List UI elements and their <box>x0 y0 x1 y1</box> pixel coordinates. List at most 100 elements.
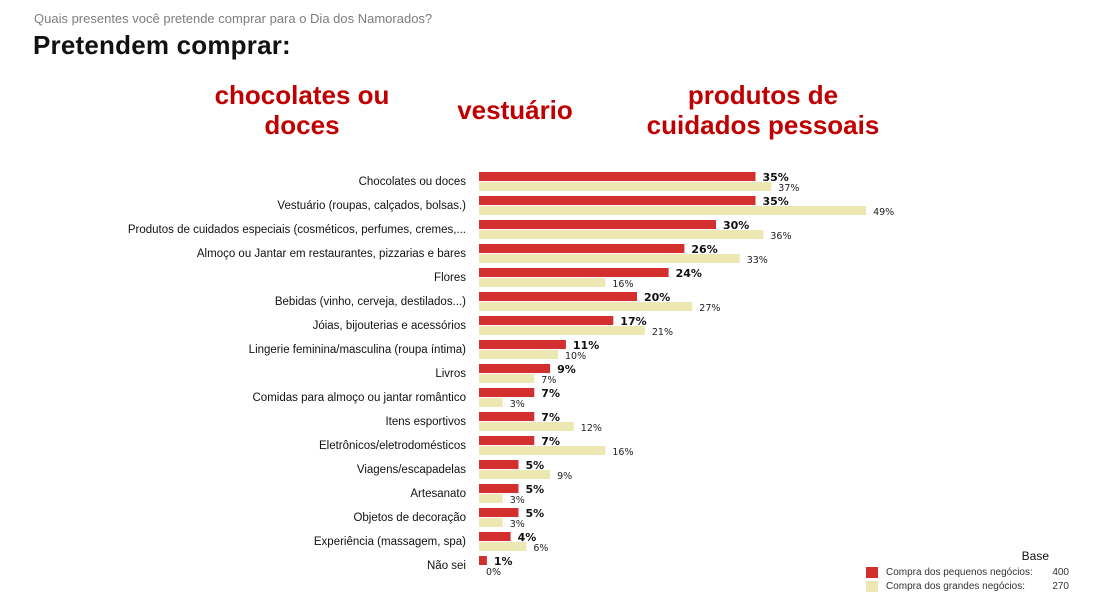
category-label: Almoço ou Jantar em restaurantes, pizzar… <box>197 248 466 260</box>
category-label: Eletrônicos/eletrodomésticos <box>319 440 466 452</box>
highlight-chocolates: chocolates ou doces <box>214 80 390 140</box>
bar-large <box>479 542 527 551</box>
bar-small <box>479 220 716 229</box>
legend-base-large: 270 <box>1052 580 1069 592</box>
highlight-vestuario: vestuário <box>457 95 573 125</box>
data-label-large: 0% <box>486 567 501 578</box>
category-label: Itens esportivos <box>385 416 466 428</box>
data-label-small: 35% <box>763 171 789 184</box>
data-label-small: 26% <box>691 243 717 256</box>
legend-item-small: Compra dos pequenos negócios: 400 <box>866 565 1069 579</box>
data-label-large: 33% <box>747 255 768 266</box>
bar-small <box>479 196 756 205</box>
bar-large <box>479 326 645 335</box>
data-label-small: 30% <box>723 219 749 232</box>
legend-title: Base <box>1021 549 1049 563</box>
data-label-large: 21% <box>652 327 673 338</box>
data-label-large: 49% <box>873 207 894 218</box>
legend-swatch-large <box>866 580 878 592</box>
data-label-small: 35% <box>763 195 789 208</box>
bar-small <box>479 388 535 397</box>
category-label: Comidas para almoço ou jantar romântico <box>253 392 467 404</box>
legend-label-large: Compra dos grandes negócios: <box>886 580 1025 592</box>
bar-large <box>479 446 606 455</box>
bar-small <box>479 412 535 421</box>
data-label-large: 27% <box>699 303 720 314</box>
data-label-small: 20% <box>644 291 670 304</box>
category-label: Chocolates ou doces <box>359 176 467 188</box>
bar-large <box>479 422 574 431</box>
bar-small <box>479 340 566 349</box>
bar-small <box>479 244 685 253</box>
bar-large <box>479 230 764 239</box>
data-label-small: 7% <box>541 435 560 448</box>
bar-large <box>479 182 772 191</box>
category-label: Experiência (massagem, spa) <box>314 536 466 548</box>
bar-small <box>479 292 637 301</box>
bar-large <box>479 470 551 479</box>
data-label-large: 36% <box>770 231 791 242</box>
category-label: Lingerie feminina/masculina (roupa íntim… <box>249 344 466 356</box>
data-label-small: 4% <box>518 531 537 544</box>
data-label-large: 12% <box>581 423 602 434</box>
data-label-small: 11% <box>573 339 599 352</box>
legend-label-small: Compra dos pequenos negócios: <box>886 566 1033 578</box>
bar-small <box>479 364 551 373</box>
category-label: Livros <box>435 368 466 380</box>
category-label: Flores <box>434 272 466 284</box>
bar-large <box>479 374 535 383</box>
data-label-large: 3% <box>510 399 525 410</box>
bar-large <box>479 254 740 263</box>
data-label-small: 5% <box>526 483 545 496</box>
data-label-large: 16% <box>612 447 633 458</box>
bar-large <box>479 398 503 407</box>
legend-base-small: 400 <box>1052 566 1069 578</box>
data-label-large: 6% <box>533 543 548 554</box>
highlight-cuidados: produtos de cuidados pessoais <box>646 80 880 140</box>
bar-small <box>479 508 519 517</box>
bar-small <box>479 460 519 469</box>
bar-large <box>479 206 867 215</box>
category-label: Viagens/escapadelas <box>357 464 466 476</box>
legend: Base Compra dos pequenos negócios: 400 C… <box>866 549 1069 593</box>
question-text: Quais presentes você pretende comprar pa… <box>34 11 433 26</box>
legend-item-large: Compra dos grandes negócios: 270 <box>866 579 1069 593</box>
bar-small <box>479 316 614 325</box>
page-title: Pretendem comprar: <box>33 30 291 60</box>
bar-small <box>479 436 535 445</box>
data-label-small: 9% <box>557 363 576 376</box>
bar-small <box>479 532 511 541</box>
data-label-small: 7% <box>541 411 560 424</box>
bar-small <box>479 172 756 181</box>
legend-swatch-small <box>866 566 878 578</box>
data-label-small: 5% <box>526 459 545 472</box>
data-label-small: 1% <box>494 555 513 568</box>
data-label-large: 37% <box>778 183 799 194</box>
data-label-large: 3% <box>510 519 525 530</box>
bar-small <box>479 484 519 493</box>
data-label-small: 5% <box>526 507 545 520</box>
bar-small <box>479 556 487 565</box>
category-label: Artesanato <box>410 488 466 500</box>
data-label-small: 17% <box>620 315 646 328</box>
bar-large <box>479 518 503 527</box>
category-label: Não sei <box>427 560 466 572</box>
data-label-large: 3% <box>510 495 525 506</box>
data-label-small: 24% <box>676 267 702 280</box>
bar-large <box>479 494 503 503</box>
category-label: Produtos de cuidados especiais (cosmétic… <box>128 224 466 236</box>
data-label-large: 16% <box>612 279 633 290</box>
category-label: Jóias, bijouterias e acessórios <box>313 320 467 332</box>
data-label-small: 7% <box>541 387 560 400</box>
bar-large <box>479 350 558 359</box>
data-label-large: 10% <box>565 351 586 362</box>
category-label: Bebidas (vinho, cerveja, destilados...) <box>275 296 466 308</box>
bar-large <box>479 278 606 287</box>
category-label: Objetos de decoração <box>353 512 466 524</box>
data-label-large: 9% <box>557 471 572 482</box>
bar-large <box>479 302 693 311</box>
bar-small <box>479 268 669 277</box>
category-label: Vestuário (roupas, calçados, bolsas.) <box>277 200 466 212</box>
data-label-large: 7% <box>541 375 556 386</box>
